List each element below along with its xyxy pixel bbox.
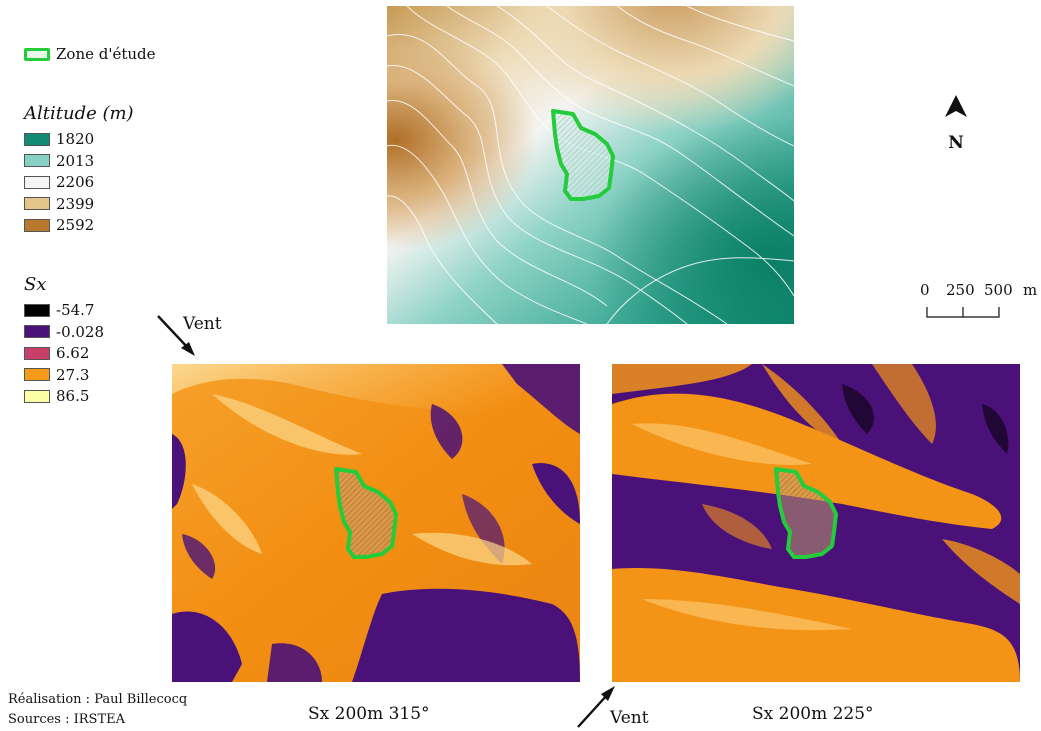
credit-author: Réalisation : Paul Billecocq [8,692,188,707]
credit-sources: Sources : IRSTEA [8,712,125,727]
sx-225-deep-shelter [842,384,1009,454]
sx-315-map-svg [172,364,580,682]
altitude-swatch [24,175,50,189]
sx-legend-title: Sx [24,274,47,295]
study-zone-swatch [24,47,50,61]
wind-indicator-315: Vent [155,312,265,362]
sx-315-ridge [172,364,580,413]
caption-sx-225: Sx 200m 225° [752,704,874,724]
legend-study-zone: Zone d'étude [24,44,156,64]
wind-indicator-225: Vent [574,684,674,731]
sx-legend-row: 86.5 [24,386,89,406]
study-zone-outline-sx-225 [774,467,838,559]
sx-225-map-svg [612,364,1020,682]
sx-swatch [24,325,50,338]
sx-legend-row: -54.7 [24,300,94,320]
sx-swatch [24,389,50,403]
sx-class-label: 86.5 [56,387,90,405]
sx-class-label: -54.7 [56,301,95,319]
altitude-swatch [24,154,50,167]
altitude-class-label: 2013 [56,151,95,170]
altitude-map-svg [387,6,794,324]
sx-315-map [172,364,580,682]
altitude-class-label: 2206 [56,173,95,191]
sx-legend-row: 6.62 [24,343,89,363]
altitude-swatch [24,218,50,232]
wind-label-315: Vent [183,314,222,334]
altitude-class-label: 2399 [56,194,95,213]
sx-swatch [24,368,50,381]
sx-legend-row: 27.3 [24,365,89,385]
study-zone-outline-dem [551,109,615,201]
study-zone-outline-sx-315 [334,467,398,559]
altitude-legend-row: 2592 [24,215,94,235]
sx-swatch [24,303,50,317]
altitude-legend-row: 2206 [24,172,94,192]
altitude-legend-title: Altitude (m) [24,103,134,124]
altitude-legend-row: 2399 [24,194,94,214]
sx-225-map [612,364,1020,682]
sx-225-high-exposure [632,423,852,631]
wind-label-225: Vent [610,708,649,728]
sx-class-label: 27.3 [56,365,90,384]
north-arrow: N [943,93,969,153]
sx-legend-row: -0.028 [24,322,104,342]
scale-unit: m [1023,281,1038,299]
scale-tick-0: 0 [920,281,930,299]
altitude-legend-row: 1820 [24,129,94,149]
scale-tick-250: 250 [946,281,975,299]
altitude-swatch [24,132,50,146]
altitude-map [387,6,794,324]
sx-class-label: 6.62 [56,344,90,362]
sx-315-sheltered-zones [172,364,580,682]
altitude-legend-row: 2013 [24,151,94,171]
sx-315-exposed-zones [192,394,532,566]
wind-arrow-icon [157,315,195,356]
study-zone-label: Zone d'étude [56,45,156,63]
north-label: N [948,133,964,153]
sx-class-label: -0.028 [56,322,105,341]
scale-tick-500: 500 [984,281,1013,299]
sx-swatch [24,346,50,360]
altitude-class-label: 2592 [56,216,95,234]
wind-arrow-icon [577,686,615,728]
altitude-class-label: 1820 [56,130,95,148]
caption-sx-315: Sx 200m 315° [308,704,430,724]
credits: Réalisation : Paul Billecocq Sources : I… [8,690,187,730]
scale-bar-graphic [926,307,1000,318]
north-arrow-icon [945,95,967,117]
altitude-swatch [24,197,50,210]
scale-bar: 0 250 500 m [916,281,1041,321]
